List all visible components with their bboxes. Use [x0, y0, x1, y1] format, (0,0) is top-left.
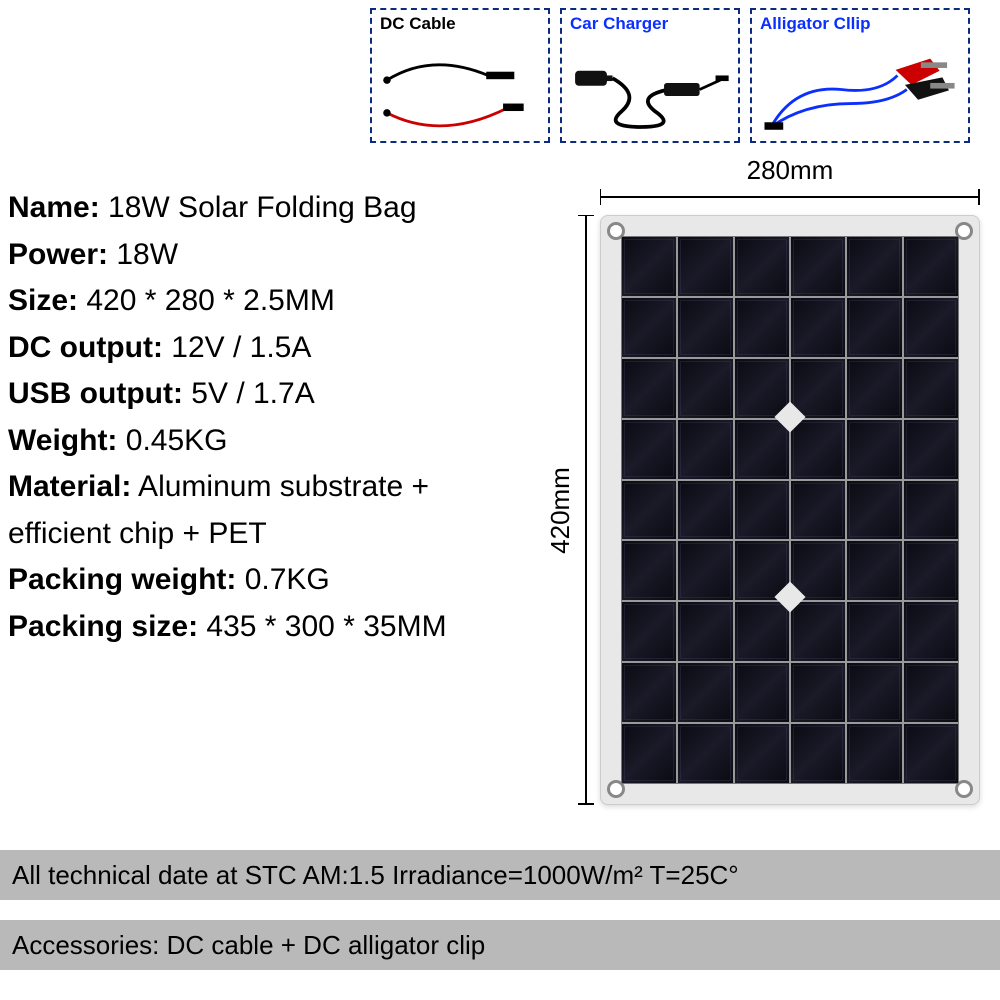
solar-cell — [622, 237, 676, 296]
solar-cell — [904, 541, 958, 600]
accessories-row: DC Cable Car Charger All — [370, 8, 970, 143]
solar-cell — [791, 359, 845, 418]
solar-cell — [791, 481, 845, 540]
solar-cell — [735, 420, 789, 479]
solar-cell — [847, 237, 901, 296]
spec-size: Size: 420 * 280 * 2.5MM — [8, 278, 508, 325]
solar-cell — [678, 541, 732, 600]
solar-cell — [678, 724, 732, 783]
acc-box-alligator: Alligator Cllip — [750, 8, 970, 143]
spec-power: Power: 18W — [8, 232, 508, 279]
solar-cell — [735, 602, 789, 661]
panel-diagram: 280mm 420mm — [530, 155, 990, 825]
solar-cell — [622, 481, 676, 540]
solar-cell — [678, 420, 732, 479]
solar-cell — [678, 602, 732, 661]
solar-cell — [735, 298, 789, 357]
spec-pack-size: Packing size: 435 * 300 * 35MM — [8, 604, 508, 651]
spec-pack-weight: Packing weight: 0.7KG — [8, 557, 508, 604]
solar-cell — [622, 359, 676, 418]
solar-cell — [735, 663, 789, 722]
dimension-width-label: 280mm — [600, 155, 980, 186]
solar-cell — [847, 298, 901, 357]
accessories-footer-bar: Accessories: DC cable + DC alligator cli… — [0, 920, 1000, 970]
solar-cell — [847, 724, 901, 783]
dimension-height-line — [578, 215, 594, 805]
solar-cell — [622, 420, 676, 479]
spec-weight: Weight: 0.45KG — [8, 418, 508, 465]
acc-box-dc-cable: DC Cable — [370, 8, 550, 143]
solar-cell — [622, 602, 676, 661]
spec-material: Material: Aluminum substrate + efficient… — [8, 464, 508, 557]
solar-cell — [847, 541, 901, 600]
solar-panel — [600, 215, 980, 805]
solar-cell — [791, 420, 845, 479]
spec-usb: USB output: 5V / 1.7A — [8, 371, 508, 418]
solar-cell — [735, 237, 789, 296]
solar-cell — [622, 663, 676, 722]
solar-cell — [904, 298, 958, 357]
solar-cell — [904, 663, 958, 722]
solar-cell — [904, 602, 958, 661]
solar-cell — [678, 298, 732, 357]
solar-cell — [678, 663, 732, 722]
solar-cell — [904, 420, 958, 479]
solar-cell — [904, 481, 958, 540]
solar-cell — [791, 663, 845, 722]
solar-cell — [791, 724, 845, 783]
solar-cell — [904, 359, 958, 418]
solar-cell — [904, 724, 958, 783]
dc-cable-icon — [372, 38, 548, 141]
solar-cell-grid — [621, 236, 959, 784]
spec-name: Name: 18W Solar Folding Bag — [8, 185, 508, 232]
solar-cell — [678, 237, 732, 296]
tech-footer-bar: All technical date at STC AM:1.5 Irradia… — [0, 850, 1000, 900]
acc-box-car-charger: Car Charger — [560, 8, 740, 143]
solar-cell — [904, 237, 958, 296]
solar-cell — [847, 602, 901, 661]
acc-title-alligator: Alligator Cllip — [760, 14, 871, 34]
spec-dc: DC output: 12V / 1.5A — [8, 325, 508, 372]
alligator-clip-icon — [752, 38, 968, 141]
solar-cell — [622, 541, 676, 600]
solar-cell — [847, 663, 901, 722]
solar-cell — [847, 420, 901, 479]
spec-list: Name: 18W Solar Folding Bag Power: 18W S… — [8, 185, 508, 650]
solar-cell — [791, 237, 845, 296]
dimension-width-line — [600, 189, 980, 205]
solar-cell — [622, 724, 676, 783]
solar-cell — [791, 298, 845, 357]
solar-cell — [735, 481, 789, 540]
acc-title-dc-cable: DC Cable — [380, 14, 456, 34]
solar-cell — [847, 359, 901, 418]
solar-cell — [678, 359, 732, 418]
solar-cell — [678, 481, 732, 540]
solar-cell — [847, 481, 901, 540]
solar-cell — [735, 724, 789, 783]
solar-cell — [791, 602, 845, 661]
car-charger-icon — [562, 38, 738, 141]
acc-title-car-charger: Car Charger — [570, 14, 668, 34]
solar-cell — [622, 298, 676, 357]
